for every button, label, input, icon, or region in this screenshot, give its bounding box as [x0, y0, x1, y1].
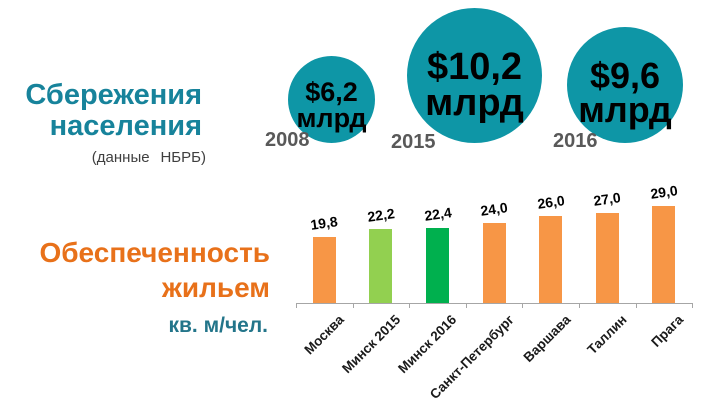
bubble-value-label: $10,2 млрд [425, 45, 524, 124]
bar-value-label: 24,0 [479, 199, 509, 219]
bar-Санкт-Петербург [483, 223, 506, 303]
housing-unit-label: кв. м/чел. [168, 314, 268, 337]
bubble-year-label: 2015 [391, 131, 436, 153]
savings-bubble-2015: $10,2 млрд [407, 8, 542, 143]
bar-value-label: 19,8 [309, 213, 339, 233]
housing-title-line-2: жильем [162, 272, 270, 303]
bubble-year-label: 2016 [553, 130, 598, 152]
axis-tick [409, 303, 410, 308]
savings-title: Сбережения населения [0, 80, 202, 142]
axis-tick [296, 303, 297, 308]
bubble-value-label: $9,6 млрд [578, 54, 672, 130]
category-label-Таллин: Таллин [584, 312, 630, 358]
bar-value-label: 22,2 [366, 205, 396, 225]
axis-tick [466, 303, 467, 308]
axis-tick [636, 303, 637, 308]
bar-Таллин [596, 213, 619, 303]
savings-title-line-2: населения [49, 110, 202, 142]
bar-Минск 2015 [369, 229, 392, 303]
category-label-Москва: Москва [301, 312, 347, 358]
bubble-value-label: $6,2 млрд [296, 76, 367, 133]
bar-value-label: 27,0 [592, 189, 622, 209]
category-label-Прага: Прага [648, 312, 687, 350]
savings-bubble-2008: $6,2 млрд [288, 56, 375, 143]
axis-tick [579, 303, 580, 308]
axis-tick [522, 303, 523, 308]
savings-title-line-1: Сбережения [25, 79, 202, 111]
bar-Москва [313, 237, 336, 303]
savings-subtitle: (данные НБРБ) [91, 149, 206, 166]
bar-value-label: 29,0 [649, 182, 679, 202]
axis-tick [353, 303, 354, 308]
x-axis [296, 303, 693, 304]
category-label-Минск 2015: Минск 2015 [339, 312, 404, 377]
bar-Прага [652, 206, 675, 303]
axis-tick [692, 303, 693, 308]
bubble-year-label: 2008 [265, 129, 310, 151]
bar-Минск 2016 [426, 228, 449, 303]
savings-bubble-2016: $9,6 млрд [567, 27, 683, 143]
housing-bar-chart: 19,8 Москва 22,2 Минск 2015 22,4 Минск 2016 24… [296, 182, 693, 402]
bar-value-label: 26,0 [536, 192, 566, 212]
bar-Варшава [539, 216, 562, 303]
housing-title-line-1: Обеспеченность [39, 237, 270, 268]
housing-title: Обеспеченность жильем [0, 235, 270, 305]
category-label-Варшава: Варшава [520, 312, 574, 365]
